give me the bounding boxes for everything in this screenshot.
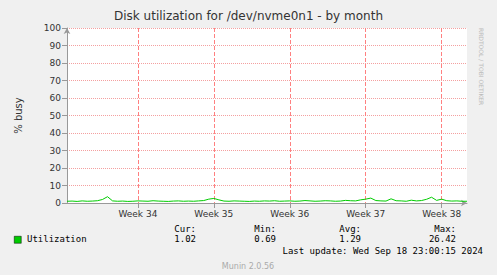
svg-text:Munin 2.0.56: Munin 2.0.56 bbox=[222, 262, 274, 271]
svg-text:40: 40 bbox=[50, 128, 62, 138]
svg-text:Avg:: Avg: bbox=[339, 224, 361, 234]
svg-text:90: 90 bbox=[50, 41, 62, 51]
svg-text:Week 36: Week 36 bbox=[270, 209, 309, 219]
svg-text:100: 100 bbox=[44, 23, 61, 33]
svg-text:Week 38: Week 38 bbox=[422, 209, 461, 219]
svg-text:Week 34: Week 34 bbox=[118, 209, 157, 219]
svg-text:Week 35: Week 35 bbox=[194, 209, 233, 219]
svg-text:1.02: 1.02 bbox=[174, 234, 196, 244]
svg-text:Max:: Max: bbox=[434, 224, 456, 234]
svg-text:50: 50 bbox=[50, 111, 62, 121]
svg-text:20: 20 bbox=[50, 163, 62, 173]
svg-text:70: 70 bbox=[50, 76, 62, 86]
svg-text:30: 30 bbox=[50, 146, 62, 156]
svg-text:Cur:: Cur: bbox=[174, 224, 196, 234]
svg-text:% busy: % busy bbox=[13, 97, 24, 134]
svg-text:Week 37: Week 37 bbox=[346, 209, 385, 219]
svg-text:Disk utilization for /dev/nvme: Disk utilization for /dev/nvme0n1 - by m… bbox=[114, 9, 383, 23]
svg-text:10: 10 bbox=[50, 181, 62, 191]
svg-text:Utilization: Utilization bbox=[27, 234, 87, 244]
svg-text:Min:: Min: bbox=[254, 224, 276, 234]
svg-text:80: 80 bbox=[50, 58, 62, 68]
svg-text:1.29: 1.29 bbox=[339, 234, 361, 244]
svg-text:RRDTOOL / TOBI OETIKER: RRDTOOL / TOBI OETIKER bbox=[478, 28, 485, 105]
svg-text:26.42: 26.42 bbox=[429, 234, 456, 244]
svg-text:0: 0 bbox=[55, 198, 61, 208]
svg-text:60: 60 bbox=[50, 93, 62, 103]
svg-text:Last update: Wed Sep 18 23:00:: Last update: Wed Sep 18 23:00:15 2024 bbox=[283, 246, 483, 256]
svg-text:0.69: 0.69 bbox=[254, 234, 276, 244]
